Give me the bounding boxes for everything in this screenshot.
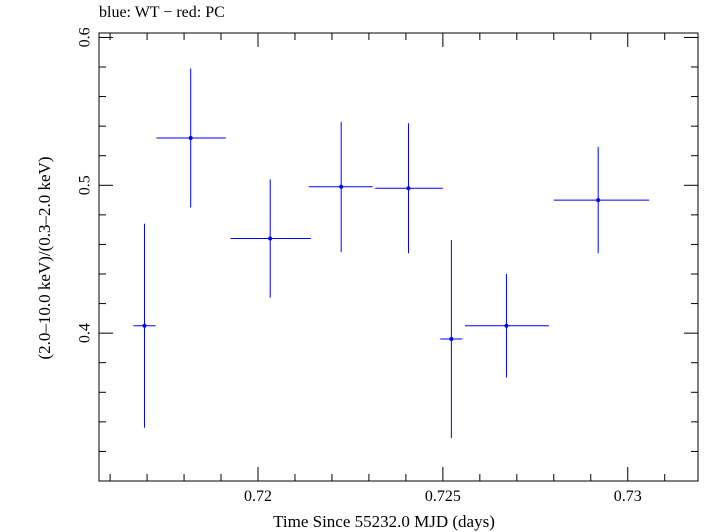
data-marker bbox=[406, 186, 411, 191]
data-marker bbox=[596, 198, 601, 203]
y-ticks: 0.4 0.5 0.6 bbox=[77, 27, 698, 482]
data-point bbox=[308, 121, 373, 252]
plot-frame bbox=[98, 32, 699, 482]
x-ticks: 0.72 0.725 0.73 bbox=[109, 33, 666, 505]
data-marker bbox=[339, 184, 344, 189]
data-point bbox=[133, 223, 156, 428]
data-marker bbox=[188, 135, 193, 140]
y-axis-label: (2.0–10.0 keV)/(0.3–2.0 keV) bbox=[35, 156, 54, 359]
data-marker bbox=[504, 323, 509, 328]
data-point bbox=[465, 274, 549, 378]
data-series bbox=[133, 68, 650, 439]
y-tick-label: 0.5 bbox=[77, 175, 94, 195]
data-point bbox=[440, 239, 463, 439]
data-marker bbox=[449, 337, 454, 342]
data-point bbox=[230, 179, 311, 298]
data-marker bbox=[142, 323, 147, 328]
data-marker bbox=[268, 236, 273, 241]
x-tick-label: 0.72 bbox=[244, 488, 272, 505]
data-point bbox=[553, 146, 650, 254]
x-axis-label: Time Since 55232.0 MJD (days) bbox=[273, 512, 495, 531]
data-point bbox=[156, 68, 226, 208]
y-tick-label: 0.4 bbox=[77, 323, 94, 343]
data-point bbox=[375, 123, 443, 254]
chart-title: blue: WT − red: PC bbox=[99, 4, 225, 21]
y-tick-label: 0.6 bbox=[77, 27, 94, 47]
x-tick-label: 0.725 bbox=[425, 488, 461, 505]
x-tick-label: 0.73 bbox=[614, 488, 642, 505]
